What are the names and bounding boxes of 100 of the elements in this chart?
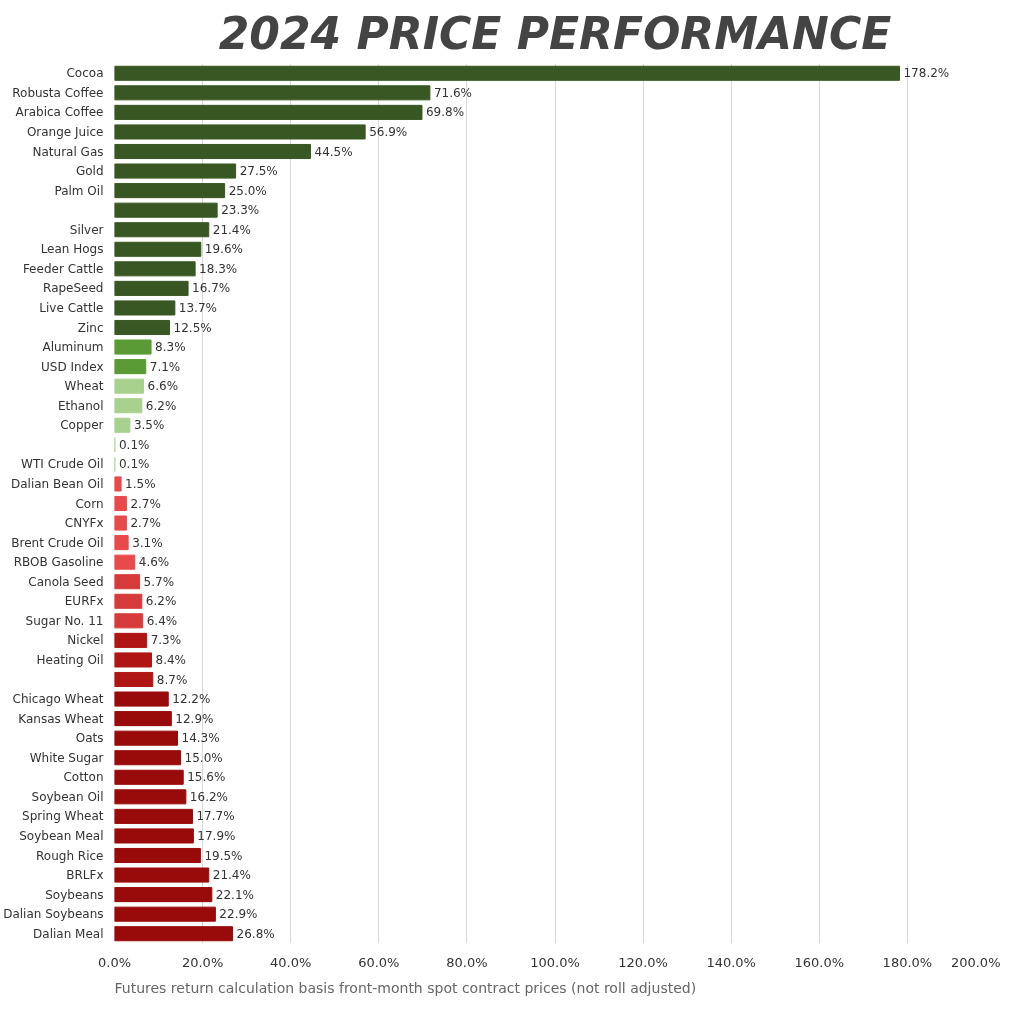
bar [114,280,189,296]
bar [114,124,366,140]
data-label: 8.4% [155,652,186,667]
data-label: 8.3% [155,340,186,355]
bar [114,398,143,414]
data-label: 23.3% [221,203,260,218]
y-tick-label: Spring Wheat [22,809,104,824]
data-label: 17.9% [197,828,236,843]
y-tick-label: Soybean Meal [19,828,104,843]
data-label: 56.9% [369,124,408,139]
bar [114,417,131,433]
y-tick-label: USD Index [41,359,104,374]
y-tick-label: Brent Crude Oil [11,535,104,550]
y-tick-label: Natural Gas [32,144,104,159]
data-label: 26.8% [236,926,275,941]
y-tick-label: Zinc [77,320,104,335]
bar [114,730,178,746]
y-tick-label: Kansas Wheat [18,711,104,726]
data-label: 21.4% [212,868,251,883]
data-label: 3.5% [133,418,165,433]
bar [114,495,127,512]
y-tick-label: CNYFx [64,516,104,531]
y-tick-label: EURFx [64,594,104,609]
y-tick-label: Canola Seed [28,574,104,589]
bar [114,222,210,238]
data-label: 19.6% [204,242,243,257]
bar [114,183,226,199]
bar [114,926,234,942]
data-label: 6.4% [146,613,178,628]
data-label: 6.6% [147,379,179,394]
y-tick-label: Robusta Coffee [12,85,104,100]
bar [114,554,136,570]
text: Futures return calculation basis front-month spot contract prices (not roll adjusted) [114,979,697,996]
y-tick-label: Dalian Bean Oil [10,476,104,491]
y-tick-label: Heating Oil [36,652,104,667]
data-label: 3.1% [132,535,163,550]
y-tick-label: Sugar No. 11 [25,613,104,628]
data-label: 71.6% [433,85,473,100]
data-label: 4.6% [138,555,170,570]
data-label: 7.1% [149,359,181,374]
bar [114,476,122,492]
data-label: 5.7% [143,574,175,589]
data-label: 14.3% [181,731,220,746]
bar [114,671,154,688]
data-label: 22.1% [215,887,254,902]
bar [114,769,184,785]
data-label: 25.0% [228,183,267,198]
bar [114,632,148,648]
data-label: 44.5% [314,144,353,159]
bar [114,613,144,629]
x-tick-label: 180.0% [882,954,933,970]
data-label: 16.7% [192,281,231,296]
bar [114,652,152,668]
bar [114,104,423,120]
data-label: 18.3% [199,261,238,276]
y-tick-label: Soybeans [45,887,104,902]
bar [114,85,431,101]
y-tick-label: White Sugar [29,750,104,765]
y-tick-label: Chicago Wheat [12,692,104,707]
x-tick-label: 0.0% [97,954,132,970]
x-tick-label: 80.0% [446,954,488,970]
data-label: 1.5% [125,476,156,491]
y-tick-label: Dalian Meal [33,926,104,941]
bar [114,300,176,316]
bar [114,241,202,257]
bar [114,691,169,707]
y-tick-label: Cotton [63,770,104,785]
bar [114,339,152,355]
bar [114,65,900,81]
x-tick-label: 40.0% [270,954,312,970]
x-tick-label: 100.0% [530,954,580,970]
data-label: 69.8% [425,105,465,120]
data-label: 8.7% [156,672,188,687]
data-label: 12.5% [173,320,212,335]
x-tick-label: 120.0% [618,954,668,970]
bar [114,378,145,394]
bar [114,711,172,727]
x-tick-label: 200.0% [950,954,1001,970]
data-label: 12.9% [175,711,214,726]
data-label: 15.6% [187,770,226,785]
x-tick-label: 60.0% [358,954,400,970]
data-label: 7.3% [150,633,182,648]
data-label: 15.0% [184,750,223,765]
y-tick-label: Cocoa [66,66,104,81]
data-label: 2.7% [130,496,161,511]
y-tick-label: Palm Oil [54,183,104,198]
y-tick-label: Corn [75,496,104,511]
data-label: 2.7% [130,516,161,531]
x-tick-label: 140.0% [706,954,756,970]
data-label: 21.4% [212,222,251,237]
data-label: 17.7% [196,809,235,824]
bar [114,202,218,218]
data-label: 19.5% [204,848,243,863]
y-tick-label: Ethanol [57,398,104,413]
y-tick-label: Aluminum [42,340,104,355]
y-tick-label: Rough Rice [36,848,104,863]
y-tick-label: BRLFx [66,868,104,883]
bar [114,535,129,551]
data-label: 16.2% [189,789,228,804]
bar [114,143,312,160]
